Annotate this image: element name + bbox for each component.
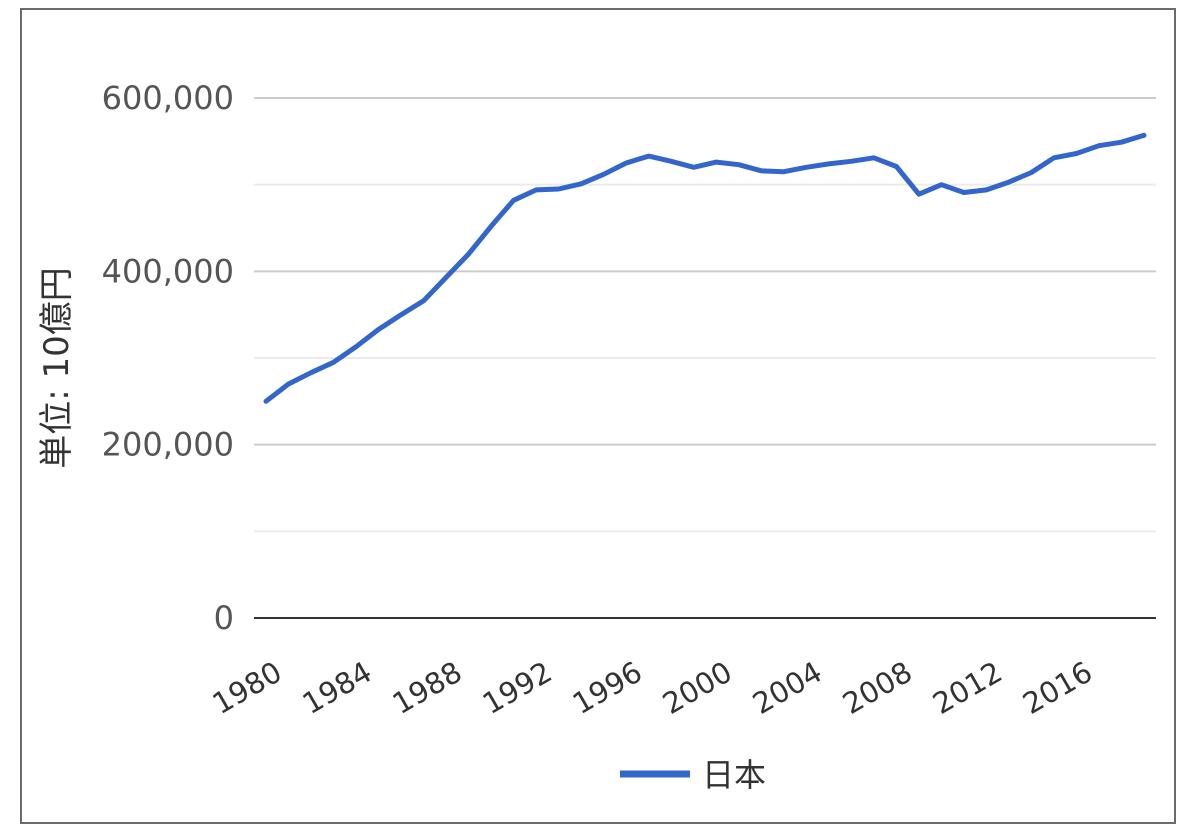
y-axis-label: 単位: 10億円 xyxy=(37,267,77,469)
series-line-japan xyxy=(263,132,1147,404)
legend-label-japan: 日本 xyxy=(702,756,766,794)
y-tick-label: 200,000 xyxy=(102,426,234,464)
line-chart: 0 200,000 400,000 600,000 1980 1984 1988 1992 1… xyxy=(37,79,1156,794)
x-axis-ticks: 1980 1984 1988 1992 1996 2000 2004 2008 2012 2016 xyxy=(207,655,1098,721)
x-tick-label: 2000 xyxy=(657,655,738,721)
x-tick-label: 1984 xyxy=(297,655,378,721)
x-tick-label: 1980 xyxy=(207,655,288,721)
y-tick-label: 600,000 xyxy=(102,79,234,117)
x-tick-label: 1996 xyxy=(567,655,648,721)
y-axis-ticks: 0 200,000 400,000 600,000 xyxy=(102,79,234,637)
y-tick-label: 0 xyxy=(214,599,234,637)
x-tick-label: 1988 xyxy=(387,655,468,721)
legend: 日本 xyxy=(620,756,766,794)
x-tick-label: 2012 xyxy=(927,655,1008,721)
series-layer xyxy=(263,132,1147,404)
y-tick-label: 400,000 xyxy=(102,252,234,290)
chart-frame: 0 200,000 400,000 600,000 1980 1984 1988 1992 1… xyxy=(20,8,1176,824)
gridlines xyxy=(254,97,1156,533)
x-tick-label: 2016 xyxy=(1017,655,1098,721)
x-tick-label: 2004 xyxy=(747,655,828,721)
x-tick-label: 2008 xyxy=(837,655,918,721)
x-tick-label: 1992 xyxy=(477,655,558,721)
